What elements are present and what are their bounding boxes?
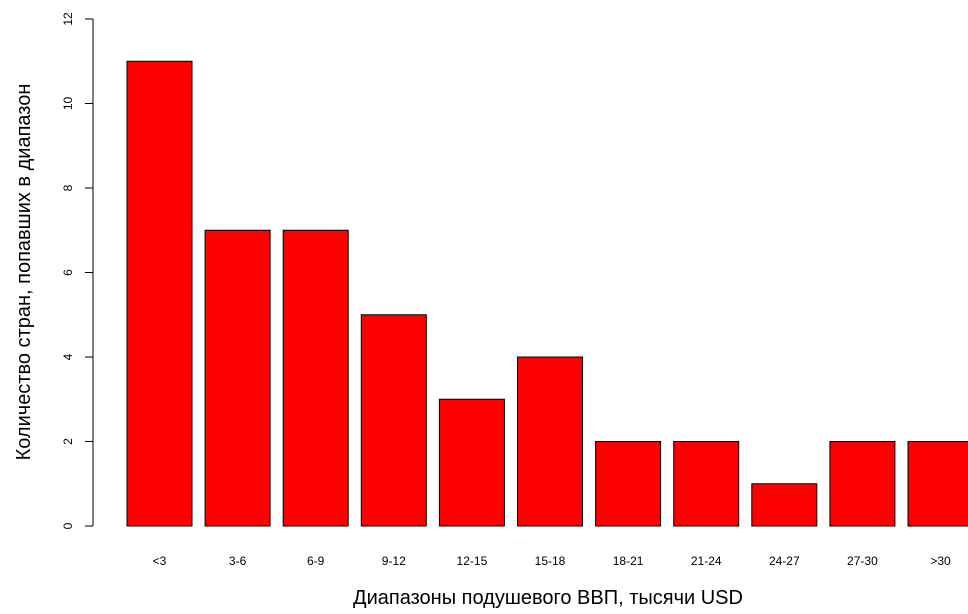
bar xyxy=(282,229,349,527)
bar xyxy=(673,441,740,527)
x-tick-label: <3 xyxy=(153,554,167,568)
x-tick-label: 18-21 xyxy=(613,554,644,568)
x-axis-label: Диапазоны подушевого ВВП, тысячи USD xyxy=(353,587,743,609)
y-axis: 0 2 4 6 8 10 12 xyxy=(61,12,94,529)
y-tick-label: 10 xyxy=(61,97,75,111)
x-tick-label: 15-18 xyxy=(535,554,566,568)
bar xyxy=(517,356,583,527)
bar-series xyxy=(126,60,968,527)
y-axis-label: Количество стран, попавших в диапазон xyxy=(13,84,35,461)
bar xyxy=(751,483,818,527)
x-tick-label: >30 xyxy=(930,554,951,568)
x-tick-label: 6-9 xyxy=(307,554,325,568)
x-tick-label: 24-27 xyxy=(769,554,800,568)
y-tick-label: 12 xyxy=(61,12,75,26)
y-tick-label: 8 xyxy=(61,184,75,191)
bar xyxy=(126,60,193,527)
bar xyxy=(829,441,896,527)
x-tick-label: 9-12 xyxy=(382,554,406,568)
x-tick-label: 12-15 xyxy=(457,554,488,568)
x-tick-label: 3-6 xyxy=(229,554,247,568)
y-tick-label: 2 xyxy=(61,438,75,445)
bar xyxy=(595,441,662,527)
x-tick-label: 21-24 xyxy=(691,554,722,568)
bar xyxy=(907,441,968,527)
y-tick-label: 0 xyxy=(61,522,75,529)
bar xyxy=(360,314,427,527)
bar xyxy=(438,398,505,527)
y-tick-label: 4 xyxy=(61,353,75,360)
bar xyxy=(204,229,271,527)
y-tick-label: 6 xyxy=(61,269,75,276)
x-tick-labels: <3 3-6 6-9 9-12 12-15 15-18 18-21 21-24 24-27 27-… xyxy=(153,554,951,568)
x-tick-label: 27-30 xyxy=(847,554,878,568)
